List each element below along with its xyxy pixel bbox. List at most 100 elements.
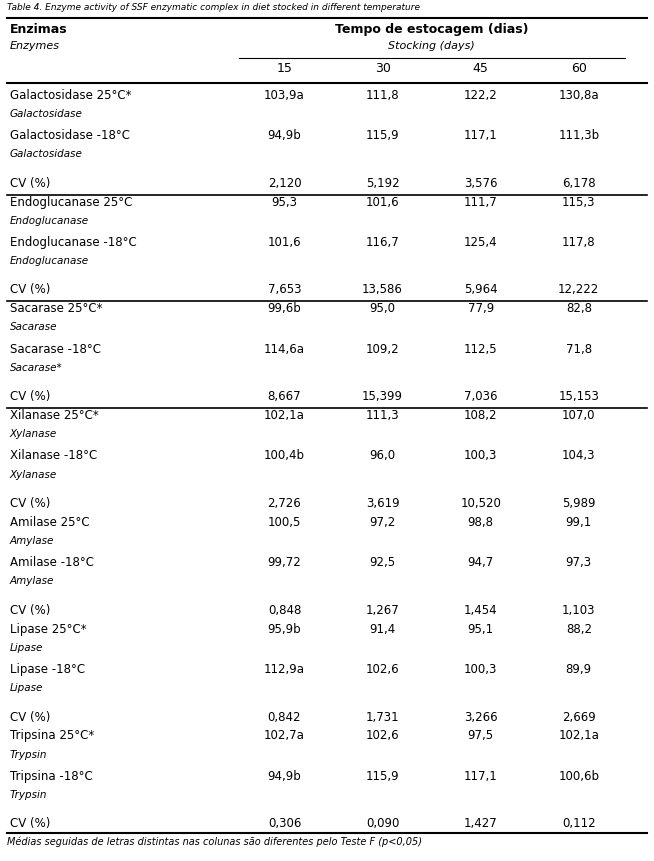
Text: 0,848: 0,848: [267, 603, 301, 616]
Text: 60: 60: [571, 62, 587, 75]
Text: 111,3: 111,3: [366, 409, 400, 422]
Text: 112,9a: 112,9a: [264, 662, 305, 675]
Text: 0,112: 0,112: [562, 816, 596, 829]
Text: 108,2: 108,2: [464, 409, 498, 422]
Text: Lipase: Lipase: [10, 682, 43, 692]
Text: 102,1a: 102,1a: [264, 409, 305, 422]
Text: 98,8: 98,8: [468, 515, 494, 529]
Text: Xylanase: Xylanase: [10, 429, 57, 439]
Text: 45: 45: [473, 62, 489, 75]
Text: 1,454: 1,454: [464, 603, 498, 616]
Text: 101,6: 101,6: [267, 236, 301, 249]
Text: 15,399: 15,399: [362, 390, 403, 403]
Text: 115,9: 115,9: [366, 769, 400, 782]
Text: 130,8a: 130,8a: [559, 89, 599, 102]
Text: 88,2: 88,2: [566, 622, 592, 635]
Text: 100,3: 100,3: [464, 449, 498, 461]
Text: CV (%): CV (%): [10, 816, 50, 829]
Text: Endoglucanase: Endoglucanase: [10, 256, 89, 266]
Text: 71,8: 71,8: [566, 342, 592, 356]
Text: Endoglucanase: Endoglucanase: [10, 215, 89, 226]
Text: 0,842: 0,842: [267, 709, 301, 722]
Text: 102,1a: 102,1a: [559, 728, 599, 741]
Text: 101,6: 101,6: [366, 195, 400, 208]
Text: 1,427: 1,427: [464, 816, 498, 829]
Text: 15,153: 15,153: [559, 390, 599, 403]
Text: 82,8: 82,8: [566, 302, 592, 315]
Text: Sacarase*: Sacarase*: [10, 362, 63, 372]
Text: CV (%): CV (%): [10, 603, 50, 616]
Text: 7,653: 7,653: [267, 283, 301, 296]
Text: 111,3b: 111,3b: [559, 129, 599, 142]
Text: 2,120: 2,120: [267, 177, 301, 189]
Text: 5,989: 5,989: [562, 497, 596, 510]
Text: Tripsina 25°C*: Tripsina 25°C*: [10, 728, 94, 741]
Text: 114,6a: 114,6a: [264, 342, 305, 356]
Text: 109,2: 109,2: [366, 342, 400, 356]
Text: 117,1: 117,1: [464, 129, 498, 142]
Text: 89,9: 89,9: [566, 662, 592, 675]
Text: 94,9b: 94,9b: [267, 769, 301, 782]
Text: Lipase: Lipase: [10, 642, 43, 652]
Text: 10,520: 10,520: [460, 497, 501, 510]
Text: 100,4b: 100,4b: [264, 449, 305, 461]
Text: Endoglucanase -18°C: Endoglucanase -18°C: [10, 236, 137, 249]
Text: 116,7: 116,7: [366, 236, 400, 249]
Text: 122,2: 122,2: [464, 89, 498, 102]
Text: Tripsina -18°C: Tripsina -18°C: [10, 769, 93, 782]
Text: 1,103: 1,103: [562, 603, 596, 616]
Text: 13,586: 13,586: [362, 283, 403, 296]
Text: Trypsin: Trypsin: [10, 749, 47, 759]
Text: 102,6: 102,6: [366, 728, 400, 741]
Text: 3,266: 3,266: [464, 709, 498, 722]
Text: 8,667: 8,667: [267, 390, 301, 403]
Text: 3,576: 3,576: [464, 177, 498, 189]
Text: 117,1: 117,1: [464, 769, 498, 782]
Text: Galactosidase: Galactosidase: [10, 108, 82, 119]
Text: Xylanase: Xylanase: [10, 469, 57, 479]
Text: 95,9b: 95,9b: [267, 622, 301, 635]
Text: 1,267: 1,267: [366, 603, 400, 616]
Text: 95,3: 95,3: [271, 195, 298, 208]
Text: Amilase 25°C: Amilase 25°C: [10, 515, 90, 529]
Text: Galactosidase: Galactosidase: [10, 149, 82, 159]
Text: CV (%): CV (%): [10, 390, 50, 403]
Text: 102,6: 102,6: [366, 662, 400, 675]
Text: 95,0: 95,0: [370, 302, 396, 315]
Text: Amylase: Amylase: [10, 536, 54, 545]
Text: CV (%): CV (%): [10, 283, 50, 296]
Text: Stocking (days): Stocking (days): [388, 40, 475, 51]
Text: 103,9a: 103,9a: [264, 89, 305, 102]
Text: Médias seguidas de letras distintas nas colunas são diferentes pelo Teste F (p<0: Médias seguidas de letras distintas nas …: [7, 835, 422, 846]
Text: Sacarase -18°C: Sacarase -18°C: [10, 342, 101, 356]
Text: 5,964: 5,964: [464, 283, 498, 296]
Text: 99,1: 99,1: [566, 515, 592, 529]
Text: Tempo de estocagem (dias): Tempo de estocagem (dias): [335, 23, 528, 36]
Text: 125,4: 125,4: [464, 236, 498, 249]
Text: Enzymes: Enzymes: [10, 40, 60, 51]
Text: Lipase 25°C*: Lipase 25°C*: [10, 622, 86, 635]
Text: 6,178: 6,178: [562, 177, 596, 189]
Text: 97,2: 97,2: [370, 515, 396, 529]
Text: 117,8: 117,8: [562, 236, 596, 249]
Text: 95,1: 95,1: [468, 622, 494, 635]
Text: Xilanase -18°C: Xilanase -18°C: [10, 449, 97, 461]
Text: CV (%): CV (%): [10, 709, 50, 722]
Text: Xilanase 25°C*: Xilanase 25°C*: [10, 409, 99, 422]
Text: Amylase: Amylase: [10, 576, 54, 585]
Text: Table 4. Enzyme activity of SSF enzymatic complex in diet stocked in different t: Table 4. Enzyme activity of SSF enzymati…: [7, 3, 419, 11]
Text: 91,4: 91,4: [370, 622, 396, 635]
Text: 100,5: 100,5: [267, 515, 301, 529]
Text: 30: 30: [375, 62, 390, 75]
Text: 7,036: 7,036: [464, 390, 498, 403]
Text: 100,6b: 100,6b: [559, 769, 599, 782]
Text: Amilase -18°C: Amilase -18°C: [10, 555, 94, 568]
Text: 104,3: 104,3: [562, 449, 596, 461]
Text: 3,619: 3,619: [366, 497, 400, 510]
Text: 2,669: 2,669: [562, 709, 596, 722]
Text: 112,5: 112,5: [464, 342, 498, 356]
Text: Endoglucanase 25°C: Endoglucanase 25°C: [10, 195, 132, 208]
Text: Enzimas: Enzimas: [10, 23, 67, 36]
Text: 107,0: 107,0: [562, 409, 596, 422]
Text: 111,7: 111,7: [464, 195, 498, 208]
